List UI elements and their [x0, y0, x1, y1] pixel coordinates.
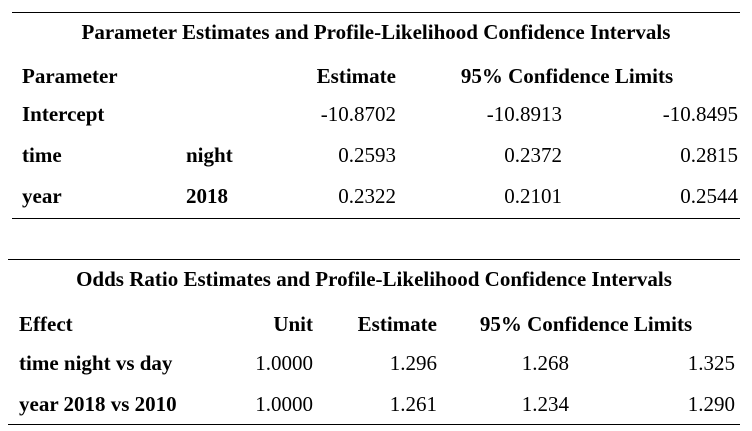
- row-estimate: 0.2593: [338, 143, 396, 167]
- row-estimate: 1.261: [389, 392, 437, 416]
- row-effect: time night vs day: [19, 351, 173, 375]
- row-lower-limit: 1.234: [521, 392, 569, 416]
- row-parameter: time: [22, 143, 62, 167]
- row-upper-limit: 1.290: [687, 392, 736, 416]
- row-upper-limit: -10.8495: [662, 102, 739, 126]
- table1-bottom-rule: [12, 218, 740, 219]
- header-confidence-limits: 95% Confidence Limits: [479, 311, 693, 336]
- table2-top-rule: [8, 259, 740, 260]
- row-estimate: -10.8702: [320, 102, 396, 126]
- row-unit: 1.0000: [255, 351, 313, 375]
- table-row: year 2018 0.2322 0.2101 0.2544: [22, 176, 738, 217]
- header-unit: Unit: [273, 311, 313, 336]
- row-unit: 1.0000: [255, 392, 313, 416]
- table2-bottom-rule: [8, 424, 740, 425]
- header-parameter: Parameter: [22, 63, 118, 88]
- table2-header-row: Effect Unit Estimate 95% Confidence Limi…: [19, 305, 735, 343]
- header-effect: Effect: [19, 311, 73, 336]
- row-parameter: year: [22, 184, 62, 208]
- table1-top-rule: [12, 12, 740, 13]
- row-upper-limit: 1.325: [687, 351, 736, 375]
- odds-ratio-table: Effect Unit Estimate 95% Confidence Limi…: [19, 305, 735, 425]
- table2-title: Odds Ratio Estimates and Profile-Likelih…: [76, 267, 672, 291]
- row-effect: year 2018 vs 2010: [19, 392, 177, 416]
- row-lower-limit: 0.2101: [504, 184, 562, 208]
- table-row: year 2018 vs 2010 1.0000 1.261 1.234 1.2…: [19, 384, 735, 425]
- row-lower-limit: -10.8913: [486, 102, 562, 126]
- table-row: time night 0.2593 0.2372 0.2815: [22, 135, 738, 176]
- table-row: time night vs day 1.0000 1.296 1.268 1.3…: [19, 343, 735, 384]
- table-row: Intercept -10.8702 -10.8913 -10.8495: [22, 94, 738, 135]
- header-estimate: Estimate: [316, 63, 396, 88]
- table1-title: Parameter Estimates and Profile-Likeliho…: [81, 20, 671, 44]
- parameter-estimates-table: Parameter Estimate 95% Confidence Limits…: [22, 58, 738, 217]
- row-lower-limit: 0.2372: [504, 143, 562, 167]
- row-estimate: 0.2322: [338, 184, 396, 208]
- header-estimate: Estimate: [357, 311, 437, 336]
- row-lower-limit: 1.268: [521, 351, 569, 375]
- header-confidence-limits: 95% Confidence Limits: [460, 63, 674, 88]
- row-estimate: 1.296: [389, 351, 437, 375]
- row-level: night: [186, 143, 233, 167]
- row-level: [186, 94, 286, 135]
- row-upper-limit: 0.2544: [680, 184, 739, 208]
- row-parameter: Intercept: [22, 102, 105, 126]
- row-upper-limit: 0.2815: [680, 143, 739, 167]
- row-level: 2018: [186, 184, 228, 208]
- table1-header-row: Parameter Estimate 95% Confidence Limits: [22, 58, 738, 94]
